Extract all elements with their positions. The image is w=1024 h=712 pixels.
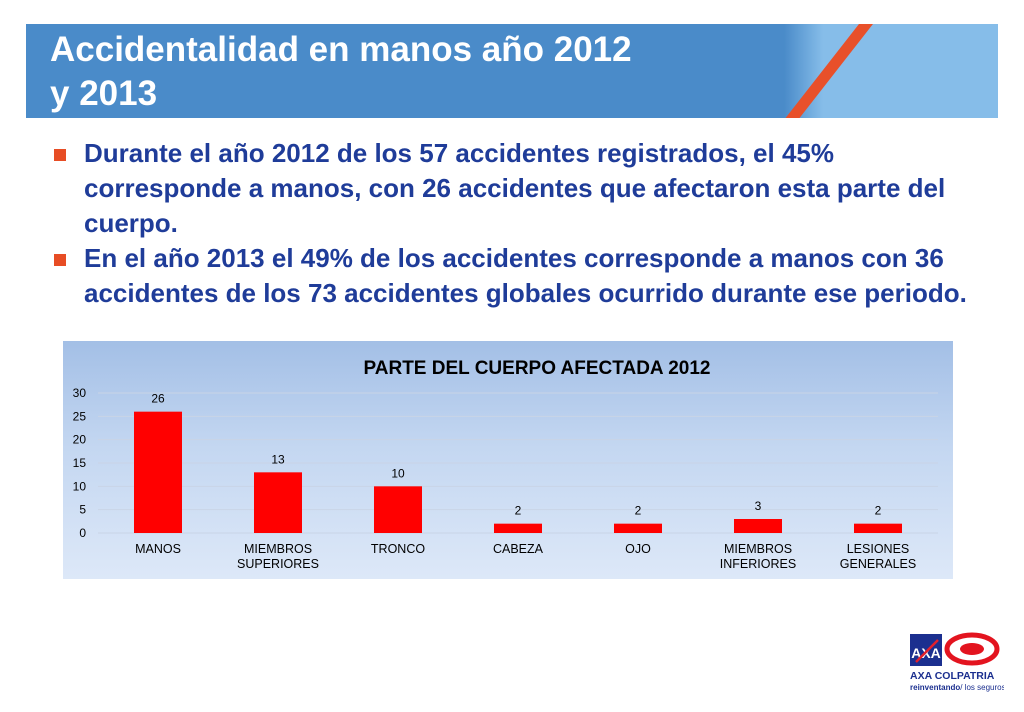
bullet-list: Durante el año 2012 de los 57 accidentes… bbox=[52, 136, 972, 341]
bar-chart-svg: PARTE DEL CUERPO AFECTADA 2012 0 5 10 15 20 2… bbox=[73, 358, 938, 571]
colpatria-center-icon bbox=[960, 643, 984, 655]
y-tick-label: 30 bbox=[73, 386, 87, 400]
y-tick-label: 15 bbox=[73, 456, 87, 470]
x-tick-label: LESIONES GENERALES bbox=[840, 542, 916, 571]
chart-title: PARTE DEL CUERPO AFECTADA 2012 bbox=[364, 358, 711, 379]
bar bbox=[854, 523, 902, 533]
bullet-text: En el año 2013 el 49% de los accidentes … bbox=[84, 243, 967, 308]
bullet-square-icon bbox=[54, 254, 66, 266]
y-tick-label: 20 bbox=[73, 433, 87, 447]
y-tick-label: 25 bbox=[73, 409, 87, 423]
axa-square-icon bbox=[910, 634, 942, 666]
bar bbox=[734, 519, 782, 533]
data-label: 13 bbox=[271, 452, 285, 466]
chart-data-labels: 26 13 10 2 2 3 2 bbox=[151, 392, 881, 518]
x-tick-label: MIEMBROS SUPERIORES bbox=[237, 542, 319, 571]
data-label: 2 bbox=[875, 504, 882, 518]
data-label: 10 bbox=[391, 466, 405, 480]
slide-title-line-2: y 2013 bbox=[50, 74, 158, 113]
bullet-item: En el año 2013 el 49% de los accidentes … bbox=[52, 241, 972, 311]
bar bbox=[134, 411, 182, 533]
bar bbox=[254, 472, 302, 533]
bar bbox=[374, 486, 422, 533]
x-tick-label: TRONCO bbox=[371, 542, 425, 556]
data-label: 2 bbox=[635, 504, 642, 518]
y-tick-label: 5 bbox=[79, 503, 86, 517]
y-tick-label: 10 bbox=[73, 479, 87, 493]
axa-slash-icon bbox=[915, 639, 939, 663]
chart-bars bbox=[134, 411, 902, 533]
bar bbox=[494, 523, 542, 533]
bar-chart: PARTE DEL CUERPO AFECTADA 2012 0 5 10 15 20 2… bbox=[63, 341, 953, 579]
data-label: 2 bbox=[515, 504, 522, 518]
bullet-square-icon bbox=[54, 149, 66, 161]
x-tick-label: CABEZA bbox=[493, 542, 544, 556]
chart-y-axis: 0 5 10 15 20 25 30 bbox=[73, 386, 87, 540]
x-tick-label: MANOS bbox=[135, 542, 181, 556]
title-band: Accidentalidad en manos año 2012 y 2013 bbox=[26, 24, 998, 118]
colpatria-swirl-icon bbox=[944, 632, 1000, 666]
bullet-text: Durante el año 2012 de los 57 accidentes… bbox=[84, 138, 946, 238]
chart-gridlines bbox=[98, 392, 938, 534]
x-tick-label: OJO bbox=[625, 542, 651, 556]
bar bbox=[614, 523, 662, 533]
logo-graphic: AXA AXA COLPATRIA reinventando/ los segu… bbox=[910, 632, 1006, 692]
data-label: 3 bbox=[755, 499, 762, 513]
slide-title: Accidentalidad en manos año 2012 y 2013 bbox=[50, 28, 632, 116]
axa-colpatria-logo: AXA AXA COLPATRIA reinventando/ los segu… bbox=[908, 632, 1006, 692]
logo-brand-text: AXA COLPATRIA bbox=[910, 670, 995, 682]
y-tick-label: 0 bbox=[79, 526, 86, 540]
title-accent-stripe bbox=[765, 24, 881, 118]
x-tick-label: MIEMBROS INFERIORES bbox=[720, 542, 796, 571]
chart-x-axis: MANOS MIEMBROS SUPERIORES TRONCO CABEZA OJO MI… bbox=[135, 542, 916, 571]
slide-title-line-1: Accidentalidad en manos año 2012 bbox=[50, 30, 632, 69]
data-label: 26 bbox=[151, 392, 165, 406]
bullet-item: Durante el año 2012 de los 57 accidentes… bbox=[52, 136, 972, 241]
logo-tagline: reinventando/ los seguros bbox=[910, 683, 1004, 692]
